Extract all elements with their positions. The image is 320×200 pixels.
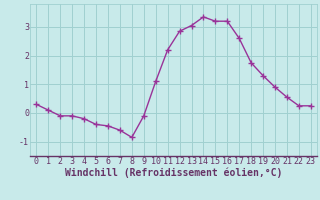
X-axis label: Windchill (Refroidissement éolien,°C): Windchill (Refroidissement éolien,°C) [65, 168, 282, 178]
